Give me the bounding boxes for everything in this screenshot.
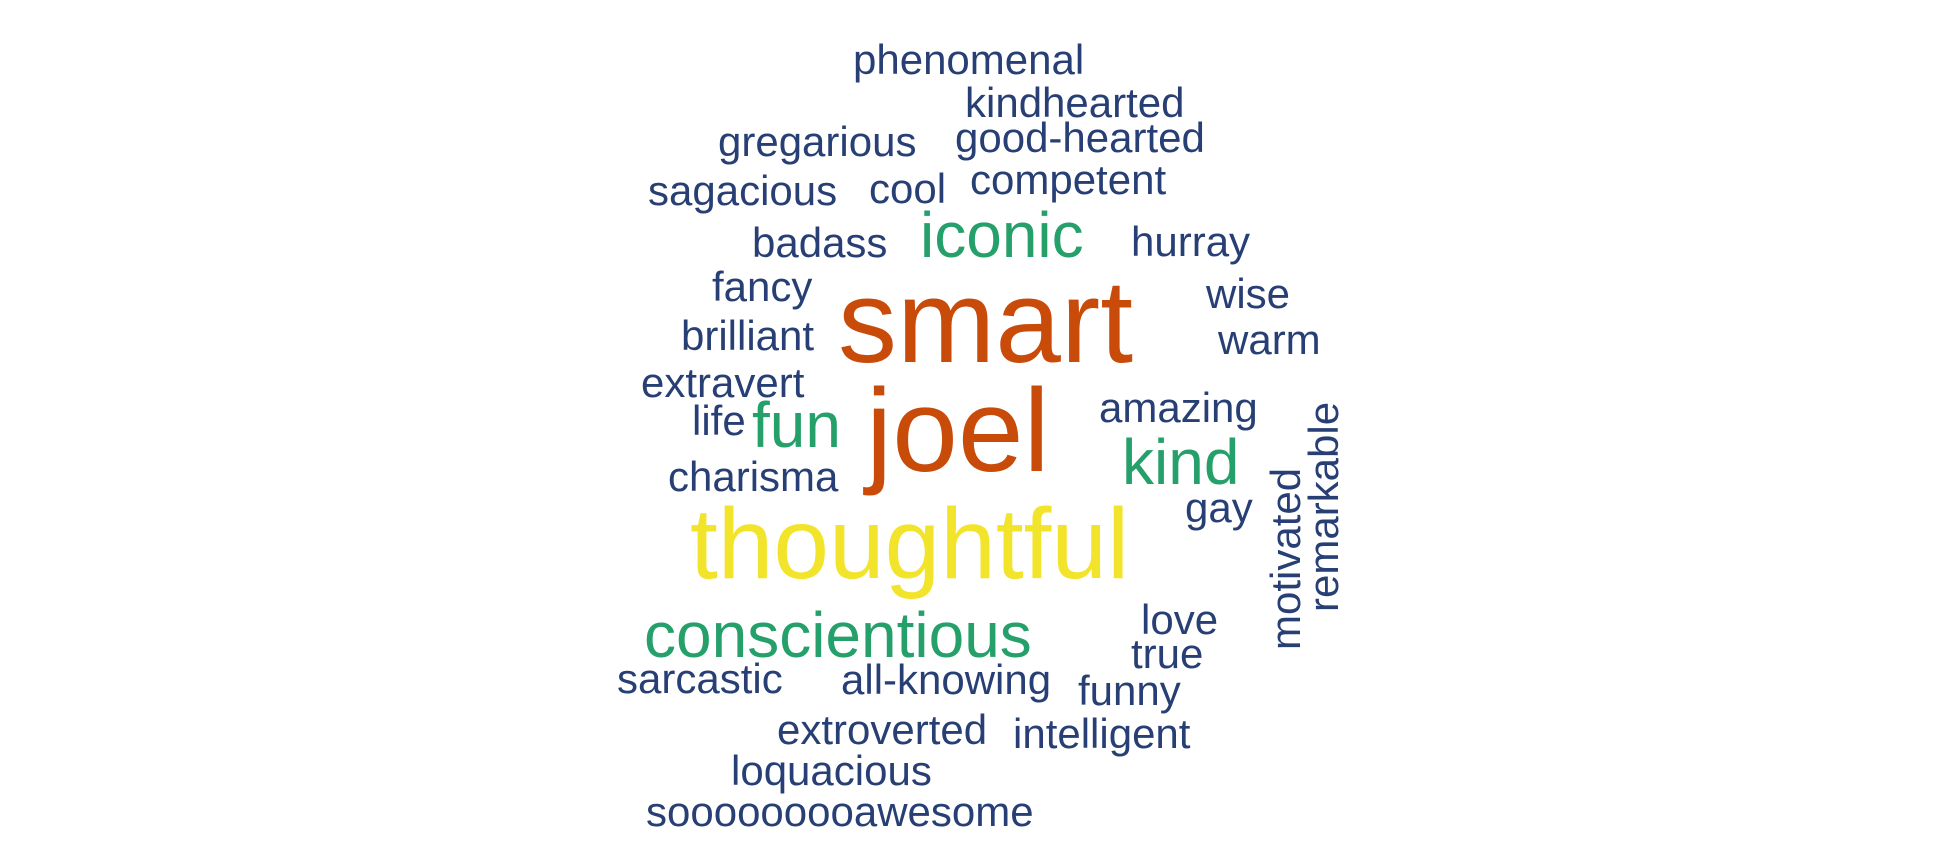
word-loquacious: loquacious bbox=[731, 747, 932, 794]
word-true: true bbox=[1131, 630, 1204, 677]
word-sooooooooawesome: sooooooooawesome bbox=[646, 788, 1034, 835]
word-competent: competent bbox=[970, 156, 1167, 203]
word-hurray: hurray bbox=[1131, 218, 1251, 265]
word-charisma: charisma bbox=[668, 453, 839, 500]
word-good-hearted: good-hearted bbox=[955, 114, 1205, 161]
word-sarcastic: sarcastic bbox=[617, 655, 783, 702]
word-badass: badass bbox=[752, 219, 888, 266]
word-fun: fun bbox=[752, 389, 841, 461]
word-amazing: amazing bbox=[1099, 384, 1258, 431]
word-motivated: motivated bbox=[1262, 467, 1309, 650]
word-gregarious: gregarious bbox=[718, 118, 917, 165]
word-cool: cool bbox=[869, 165, 947, 212]
word-iconic: iconic bbox=[920, 199, 1084, 271]
word-gay: gay bbox=[1185, 484, 1253, 531]
word-intelligent: intelligent bbox=[1013, 710, 1191, 757]
word-love: love bbox=[1141, 596, 1219, 643]
word-sagacious: sagacious bbox=[648, 167, 838, 214]
word-extroverted: extroverted bbox=[777, 706, 988, 753]
word-wise: wise bbox=[1206, 270, 1291, 317]
word-life: life bbox=[692, 397, 746, 444]
word-phenomenal: phenomenal bbox=[853, 36, 1085, 83]
word-smart: smart bbox=[838, 256, 1133, 388]
word-conscientious: conscientious bbox=[644, 599, 1032, 671]
word-brilliant: brilliant bbox=[681, 312, 815, 359]
word-all-knowing: all-knowing bbox=[841, 656, 1052, 703]
word-joel: joel bbox=[866, 365, 1050, 497]
word-extravert: extravert bbox=[641, 359, 805, 406]
word-warm: warm bbox=[1218, 316, 1321, 363]
word-kind: kind bbox=[1122, 426, 1240, 498]
word-fancy: fancy bbox=[712, 263, 813, 310]
word-remarkable: remarkable bbox=[1300, 401, 1347, 612]
word-funny: funny bbox=[1078, 667, 1181, 714]
word-kindhearted: kindhearted bbox=[965, 79, 1185, 126]
word-thoughtful: thoughtful bbox=[690, 488, 1130, 600]
